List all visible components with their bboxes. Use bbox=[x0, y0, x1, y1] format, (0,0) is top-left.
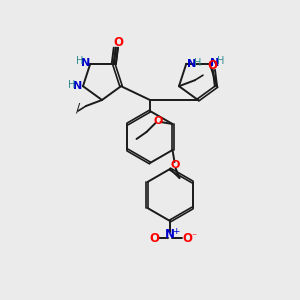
Text: O: O bbox=[114, 36, 124, 49]
Text: /: / bbox=[76, 101, 80, 115]
Text: N: N bbox=[165, 229, 175, 242]
Text: H: H bbox=[217, 56, 224, 66]
Text: ⁻: ⁻ bbox=[191, 232, 196, 242]
Text: O: O bbox=[182, 232, 192, 245]
Text: H: H bbox=[194, 58, 201, 68]
Text: O: O bbox=[207, 59, 217, 72]
Text: N: N bbox=[210, 58, 219, 68]
Text: O: O bbox=[154, 116, 163, 126]
Text: N: N bbox=[74, 81, 82, 91]
Text: +: + bbox=[172, 227, 180, 236]
Text: O: O bbox=[149, 232, 159, 245]
Text: N: N bbox=[187, 59, 196, 69]
Text: N: N bbox=[81, 58, 90, 68]
Text: H: H bbox=[76, 56, 83, 66]
Text: O: O bbox=[171, 160, 180, 170]
Text: H: H bbox=[68, 80, 76, 90]
